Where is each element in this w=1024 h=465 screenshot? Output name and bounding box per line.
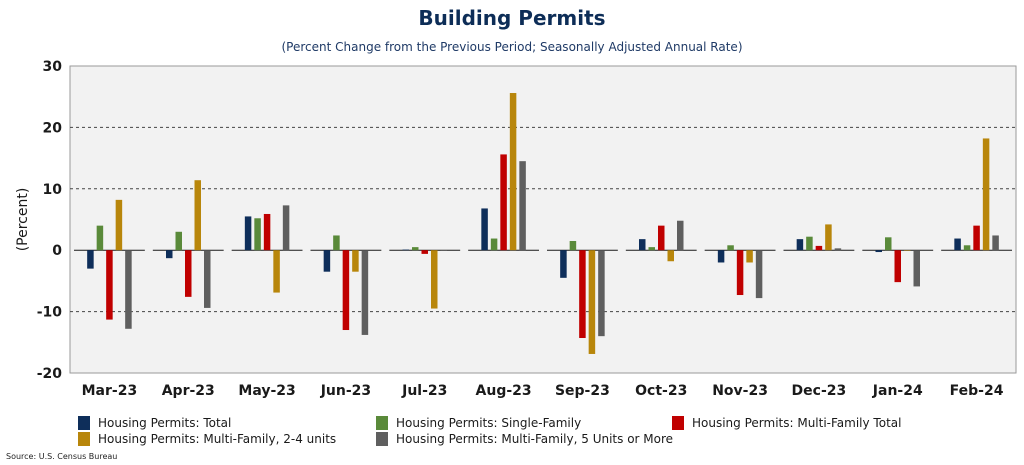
bar — [500, 154, 507, 251]
bar — [115, 199, 123, 251]
legend-item: Housing Permits: Single-Family — [376, 415, 581, 431]
bar — [588, 250, 596, 354]
x-tick-label: Oct-23 — [635, 383, 687, 399]
bar — [894, 250, 901, 283]
bar — [639, 239, 646, 251]
x-tick-label: Feb-24 — [950, 383, 1004, 399]
bar — [825, 224, 832, 251]
bar — [333, 235, 340, 251]
bar — [431, 250, 438, 309]
legend-label: Housing Permits: Single-Family — [396, 416, 582, 430]
bar — [569, 240, 577, 251]
legend-item: Housing Permits: Multi-Family Total — [672, 415, 901, 431]
bar — [254, 218, 261, 251]
bar — [677, 220, 684, 251]
bar — [440, 250, 447, 251]
bar — [125, 250, 132, 329]
bar — [263, 213, 271, 251]
bar — [648, 247, 655, 251]
legend-swatch — [376, 416, 388, 430]
y-axis-label: (Percent) — [15, 188, 31, 252]
x-tick-label: May-23 — [238, 383, 295, 399]
legend-swatch — [78, 416, 90, 430]
bar — [361, 250, 369, 335]
bar — [87, 250, 94, 269]
legend-label: Housing Permits: Multi-Family, 2-4 units — [98, 432, 337, 446]
bar — [560, 250, 567, 278]
bar — [992, 235, 999, 251]
bar — [727, 245, 734, 251]
bar — [736, 250, 744, 296]
x-tick-label: Dec-23 — [792, 383, 847, 399]
bar — [579, 250, 586, 339]
bar — [834, 248, 842, 251]
bar — [746, 250, 753, 263]
y-tick-label: -20 — [37, 366, 63, 382]
bar — [519, 161, 526, 251]
bar — [412, 247, 419, 251]
bar — [667, 250, 674, 262]
bar — [875, 250, 882, 253]
legend-label: Housing Permits: Total — [98, 416, 232, 430]
legend-swatch — [672, 416, 684, 430]
legend-swatch — [78, 432, 90, 446]
bar — [913, 250, 920, 287]
bar — [323, 250, 331, 272]
legend-swatch — [376, 432, 388, 446]
bar — [96, 225, 104, 251]
legend-label: Housing Permits: Multi-Family, 5 Units o… — [396, 432, 674, 446]
y-tick-label: 20 — [43, 120, 63, 136]
bar — [185, 250, 192, 297]
chart-title: Building Permits — [418, 6, 606, 30]
y-tick-label: -10 — [37, 305, 63, 321]
bar — [282, 205, 290, 251]
bar — [755, 250, 763, 299]
bar — [204, 250, 211, 308]
bar — [963, 245, 971, 251]
legend-label: Housing Permits: Multi-Family Total — [692, 416, 902, 430]
bar — [273, 250, 280, 293]
bar — [885, 237, 892, 251]
legend-item: Housing Permits: Multi-Family, 5 Units o… — [376, 431, 673, 447]
bar — [982, 138, 990, 251]
x-tick-label: Mar-23 — [82, 383, 138, 399]
bar — [806, 236, 813, 251]
x-tick-label: Aug-23 — [476, 383, 532, 399]
bar — [175, 231, 182, 251]
bar — [342, 250, 350, 331]
bar — [166, 250, 173, 259]
bar — [717, 250, 725, 263]
bar — [106, 250, 113, 320]
bar — [598, 250, 605, 337]
y-tick-label: 0 — [52, 243, 62, 259]
source-note: Source: U.S. Census Bureau — [6, 452, 118, 461]
bar — [954, 238, 961, 251]
plot-area — [69, 65, 1017, 374]
bar — [490, 238, 498, 251]
bar — [815, 245, 823, 251]
bar — [904, 250, 911, 251]
x-tick-label: Apr-23 — [162, 383, 215, 399]
x-tick-label: Jul-23 — [401, 383, 447, 399]
legend-item: Housing Permits: Total — [78, 415, 231, 431]
bar — [194, 180, 201, 251]
bar — [796, 239, 804, 251]
bar — [973, 225, 980, 251]
bar — [481, 208, 488, 251]
x-tick-label: Nov-23 — [712, 383, 768, 399]
chart-subtitle: (Percent Change from the Previous Period… — [281, 40, 743, 54]
bar — [509, 93, 517, 251]
bar — [402, 249, 409, 251]
x-tick-label: Jun-23 — [320, 383, 371, 399]
bar — [352, 250, 359, 272]
bar — [658, 225, 665, 251]
y-tick-label: 10 — [43, 182, 63, 198]
x-tick-label: Sep-23 — [555, 383, 610, 399]
x-tick-label: Jan-24 — [872, 383, 923, 399]
legend-item: Housing Permits: Multi-Family, 2-4 units — [78, 431, 336, 447]
bar — [421, 250, 428, 254]
bar — [244, 216, 252, 251]
y-tick-label: 30 — [43, 59, 63, 75]
